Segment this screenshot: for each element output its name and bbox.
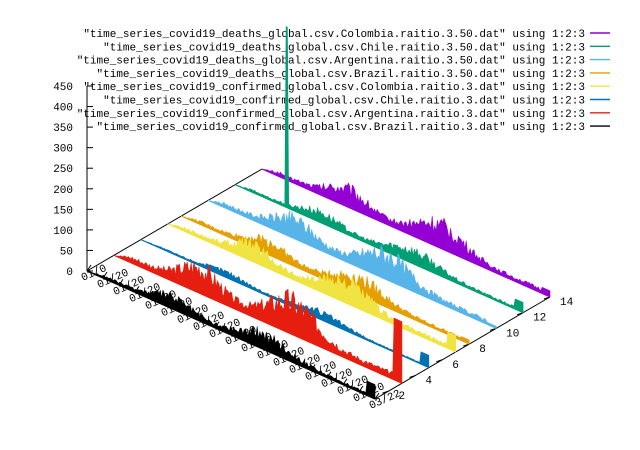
series-baseline <box>86 270 376 400</box>
series-baseline <box>207 199 497 329</box>
data-series <box>86 26 551 400</box>
z-tick-label: 50 <box>60 246 73 258</box>
series-baseline <box>113 254 403 384</box>
series-baseline <box>167 223 456 353</box>
y-tick-label: 14 <box>560 297 574 309</box>
z-tick-label: 200 <box>53 185 73 197</box>
z-tick-label: 0 <box>66 267 73 279</box>
y-tick <box>463 343 470 347</box>
series-fence <box>180 215 470 345</box>
z-tick-label: 450 <box>53 82 73 94</box>
y-tick-label: 8 <box>479 344 486 356</box>
series-fence <box>113 255 403 384</box>
y-axis-line <box>374 296 551 400</box>
legend: "time_series_covid19_deaths_global.csv.C… <box>77 29 610 134</box>
base-back-edge <box>86 168 263 272</box>
y-tick <box>436 359 443 363</box>
legend-label: "time_series_covid19_confirmed_global.cs… <box>83 82 585 94</box>
y-tick-label: 4 <box>425 375 432 387</box>
z-tick-label: 350 <box>53 123 73 135</box>
z-tick-label: 150 <box>53 205 73 217</box>
x-tick <box>86 264 92 272</box>
legend-label: "time_series_covid19_deaths_global.csv.C… <box>83 29 585 41</box>
y-tick <box>409 374 416 378</box>
y-tick <box>543 296 551 300</box>
y-tick <box>489 327 497 331</box>
y-tick-label: 6 <box>452 360 459 372</box>
legend-label: "time_series_covid19_deaths_global.csv.C… <box>103 42 585 54</box>
legend-label: "time_series_covid19_confirmed_global.cs… <box>77 109 585 121</box>
legend-label: "time_series_covid19_confirmed_global.cs… <box>103 96 585 108</box>
legend-label: "time_series_covid19_confirmed_global.cs… <box>97 122 585 134</box>
x-tick <box>374 392 380 400</box>
z-tick-label: 100 <box>53 226 73 238</box>
z-tick-label: 250 <box>53 164 73 176</box>
y-tick-label: 2 <box>398 391 405 403</box>
series-baseline <box>261 168 551 298</box>
z-tick-label: 300 <box>53 144 73 156</box>
y-tick <box>516 312 524 316</box>
y-tick-label: 12 <box>533 313 546 325</box>
z-tick-label: 400 <box>53 103 73 115</box>
legend-label: "time_series_covid19_deaths_global.csv.A… <box>77 56 585 68</box>
series-baseline <box>234 184 524 314</box>
y-tick <box>382 390 389 394</box>
y-tick-label: 10 <box>506 328 519 340</box>
series-fence <box>234 26 524 313</box>
legend-label: "time_series_covid19_deaths_global.csv.B… <box>97 69 585 81</box>
